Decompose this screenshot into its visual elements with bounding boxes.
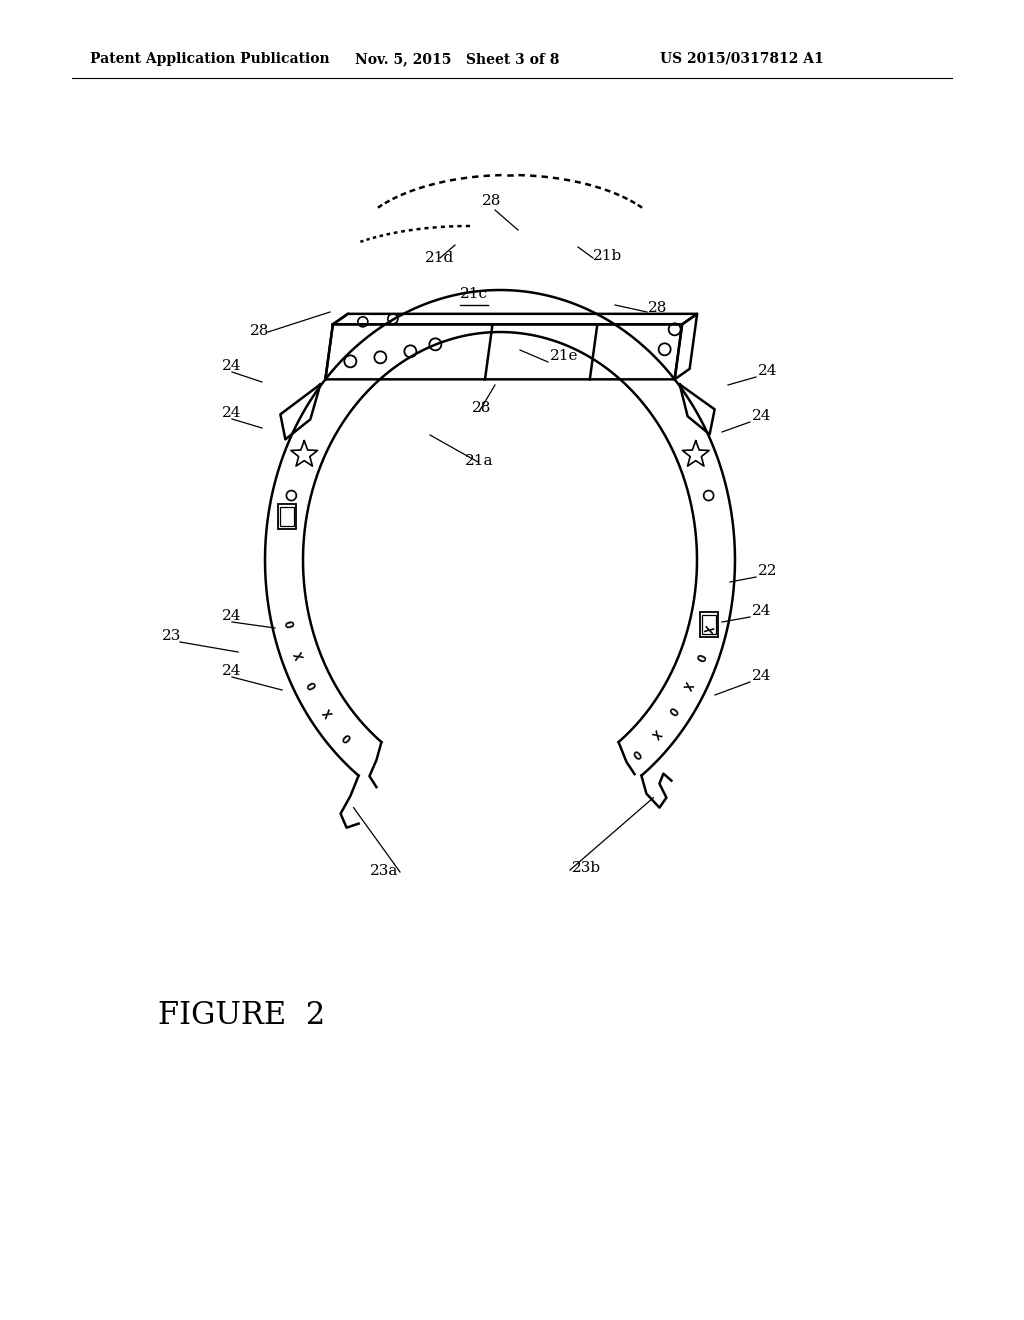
Text: O: O [665,704,680,717]
Bar [701,615,716,634]
Text: Nov. 5, 2015   Sheet 3 of 8: Nov. 5, 2015 Sheet 3 of 8 [355,51,559,66]
Text: FIGURE  2: FIGURE 2 [158,1001,326,1031]
Text: 28: 28 [482,194,502,209]
Text: 28: 28 [472,401,492,414]
Text: O: O [691,651,707,663]
Bar [279,504,296,529]
Text: 24: 24 [758,364,777,378]
Text: 23: 23 [162,630,181,643]
Text: 21d: 21d [425,251,455,265]
Text: 23b: 23b [572,861,601,875]
Text: 24: 24 [752,409,771,422]
Text: US 2015/0317812 A1: US 2015/0317812 A1 [660,51,823,66]
Text: 21c: 21c [460,286,488,301]
Text: X: X [700,623,715,634]
Text: O: O [341,730,355,744]
Text: 28: 28 [250,323,269,338]
Text: O: O [305,678,321,690]
Text: 23a: 23a [370,865,398,878]
Text: O: O [284,618,298,628]
Text: 24: 24 [222,664,242,678]
Text: 22: 22 [758,564,777,578]
Text: 24: 24 [222,407,242,420]
Text: X: X [322,705,336,719]
Text: 24: 24 [222,609,242,623]
Text: X: X [293,649,308,661]
Text: X: X [648,726,663,741]
Bar [699,612,718,638]
Text: X: X [680,678,694,690]
Bar [281,507,294,527]
Text: 21e: 21e [550,348,579,363]
Text: 24: 24 [752,605,771,618]
Text: 28: 28 [648,301,668,315]
Text: 21a: 21a [465,454,494,469]
Text: Patent Application Publication: Patent Application Publication [90,51,330,66]
Text: 21b: 21b [593,249,623,263]
Text: 24: 24 [752,669,771,682]
Text: O: O [629,746,643,760]
Text: 24: 24 [222,359,242,374]
